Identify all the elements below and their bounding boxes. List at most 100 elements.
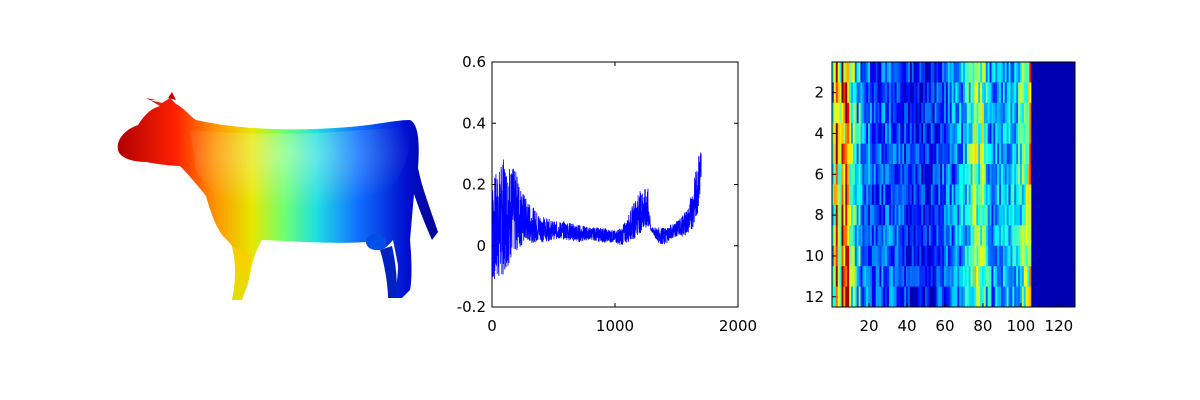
heatmap-cell: [843, 102, 846, 124]
heatmap-cell: [972, 204, 975, 226]
heatmap-cell: [938, 123, 941, 145]
heatmap-cell: [921, 82, 924, 104]
heatmap-cell: [944, 266, 947, 287]
heatmap-cell: [995, 204, 998, 226]
heatmap-cell: [947, 204, 951, 226]
heatmap-cell: [866, 204, 869, 226]
heatmap-cell: [869, 266, 873, 287]
heatmap-cell: [1040, 102, 1044, 124]
heatmap-cell: [1052, 184, 1055, 206]
heatmap-cell: [987, 204, 990, 226]
heatmap-cell: [923, 225, 926, 247]
heatmap-cell: [938, 102, 941, 124]
heatmap-cell: [997, 143, 1000, 165]
heatmap-cell: [843, 266, 846, 287]
heatmap-cell: [1048, 62, 1051, 83]
heatmap-cell: [936, 82, 939, 104]
heatmap-cell: [991, 123, 994, 145]
heatmap-cell: [1059, 164, 1063, 185]
heatmap-cell: [949, 143, 952, 165]
heatmap-cell: [993, 204, 996, 226]
heatmap-cell: [1006, 164, 1009, 185]
heatmap-cell: [925, 82, 928, 104]
heatmap-cell: [1014, 286, 1017, 308]
heatmap-cell: [919, 143, 922, 165]
heatmap-cell: [923, 62, 926, 83]
heatmap-cell: [1046, 184, 1049, 206]
heatmap-cell: [919, 286, 922, 308]
heatmap-cell: [909, 286, 913, 308]
heatmap-cell: [856, 225, 859, 247]
heatmap-cell: [966, 286, 970, 308]
heatmap-cell: [940, 123, 943, 145]
heatmap-cell: [904, 225, 907, 247]
heatmap-cell: [1027, 245, 1030, 267]
heatmap-cell: [892, 184, 896, 206]
heatmap-cell: [1048, 286, 1051, 308]
heatmap-cell: [1012, 204, 1015, 226]
heatmap-cell: [1046, 266, 1049, 287]
heatmap-cell: [847, 143, 850, 165]
heatmap-cell: [850, 225, 854, 247]
heatmap-cell: [923, 245, 926, 267]
heatmap-cell: [928, 62, 932, 83]
heatmap-cell: [961, 225, 964, 247]
heatmap-cell: [942, 225, 945, 247]
heatmap-cell: [926, 225, 930, 247]
line-ytick-label: 0.6: [462, 53, 486, 71]
heatmap-cell: [1057, 102, 1061, 124]
heatmap-cell: [911, 82, 915, 104]
heatmap-cell: [944, 102, 947, 124]
heatmap-cell: [875, 62, 878, 83]
heatmap-cell: [959, 286, 962, 308]
heatmap-cell: [923, 82, 926, 104]
heatmap-cell: [1052, 245, 1055, 267]
heatmap-cell: [993, 225, 996, 247]
heatmap-cell: [856, 266, 859, 287]
heatmap-cell: [915, 184, 918, 206]
heatmap-cell: [1054, 266, 1057, 287]
heat-xtick-label: 40: [897, 317, 916, 335]
heatmap-cell: [1038, 164, 1042, 185]
heatmap-cell: [934, 245, 937, 267]
heatmap-cell: [911, 204, 915, 226]
line-chart-axes-box: [491, 61, 739, 308]
heatmap-cell: [1016, 245, 1019, 267]
heatmap-cell: [1061, 62, 1065, 83]
heatmap-cell: [911, 143, 915, 165]
heatmap-cell: [945, 164, 949, 185]
heatmap-cell: [981, 266, 985, 287]
heatmap-cell: [978, 225, 981, 247]
heatmap-cell: [890, 82, 894, 104]
heatmap-cell: [932, 102, 935, 124]
heatmap-cell: [888, 204, 892, 226]
heatmap-cell: [959, 266, 962, 287]
heatmap-cell: [955, 123, 958, 145]
heatmap-cell: [968, 286, 971, 308]
heatmap-cell: [972, 164, 975, 185]
heatmap-cell: [896, 266, 899, 287]
heatmap-cell: [999, 82, 1002, 104]
heatmap-cell: [1057, 123, 1061, 145]
heatmap-cell: [871, 225, 875, 247]
heatmap-cell: [881, 245, 884, 267]
heatmap-cell: [985, 143, 989, 165]
heatmap-cell: [928, 225, 932, 247]
heatmap-cell: [1025, 164, 1028, 185]
heatmap-cell: [968, 62, 971, 83]
heatmap-cell: [1040, 286, 1044, 308]
heatmap-cell: [932, 184, 935, 206]
heatmap-cell: [1008, 204, 1011, 226]
heatmap-cell: [868, 164, 871, 185]
heatmap-cell: [915, 82, 918, 104]
heatmap-cell: [898, 245, 901, 267]
heatmap-cell: [1010, 62, 1013, 83]
heatmap-cell: [944, 286, 947, 308]
heatmap-cell: [898, 204, 901, 226]
heatmap-cell: [835, 102, 839, 124]
heatmap-cell: [962, 123, 966, 145]
heatmap-cell: [881, 62, 884, 83]
heatmap-cell: [898, 82, 901, 104]
heatmap-cell: [926, 266, 930, 287]
heatmap-cell: [835, 164, 839, 185]
